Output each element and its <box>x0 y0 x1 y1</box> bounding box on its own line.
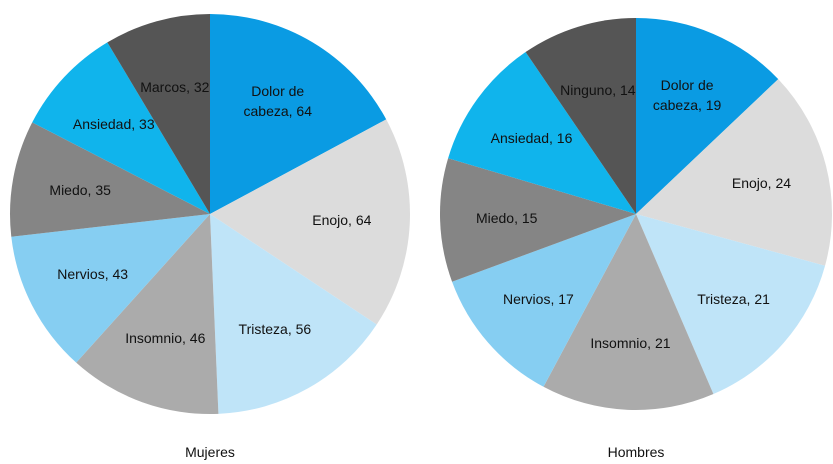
slice-label: Ansiedad, 16 <box>490 129 573 146</box>
pie-slice <box>32 42 210 214</box>
slice-label: Ninguno, 14 <box>560 82 636 99</box>
slice-label: Dolor de cabeza, 19 <box>652 77 722 114</box>
pie-slice <box>636 79 833 266</box>
pie-slice <box>107 14 210 214</box>
slice-label: Miedo, 35 <box>49 182 111 199</box>
pie-slice <box>210 214 377 414</box>
pie-slice <box>76 214 219 414</box>
chart-title: Hombres <box>607 444 665 460</box>
slice-label: Nervios, 17 <box>502 290 574 307</box>
pie-slice <box>448 52 636 214</box>
slice-label: Nervios, 43 <box>57 266 129 283</box>
slice-label: Insomnio, 46 <box>125 330 206 347</box>
pie-slice <box>210 14 387 214</box>
slice-label: Enojo, 24 <box>731 174 792 191</box>
slice-label: Dolor de cabeza, 64 <box>243 82 313 119</box>
slice-label: Ansiedad, 33 <box>72 115 155 132</box>
pie-slice <box>525 18 636 214</box>
slice-label: Tristeza, 21 <box>697 290 770 307</box>
slice-label: Enojo, 64 <box>312 212 372 229</box>
pie-slice <box>11 214 211 363</box>
slice-label: Miedo, 15 <box>475 210 538 227</box>
slice-label: Insomnio, 21 <box>590 335 671 352</box>
pie-slice <box>210 119 410 325</box>
pie-slice <box>9 122 210 237</box>
slice-label: Tristeza, 56 <box>238 320 312 337</box>
chart-title: Mujeres <box>185 444 235 460</box>
pie-slice <box>543 214 714 410</box>
pie-slice <box>636 18 779 214</box>
pie-slice <box>440 158 636 282</box>
pie-slice <box>636 214 826 395</box>
pie-slice <box>452 214 636 387</box>
slice-label: Marcos, 32 <box>140 78 210 95</box>
